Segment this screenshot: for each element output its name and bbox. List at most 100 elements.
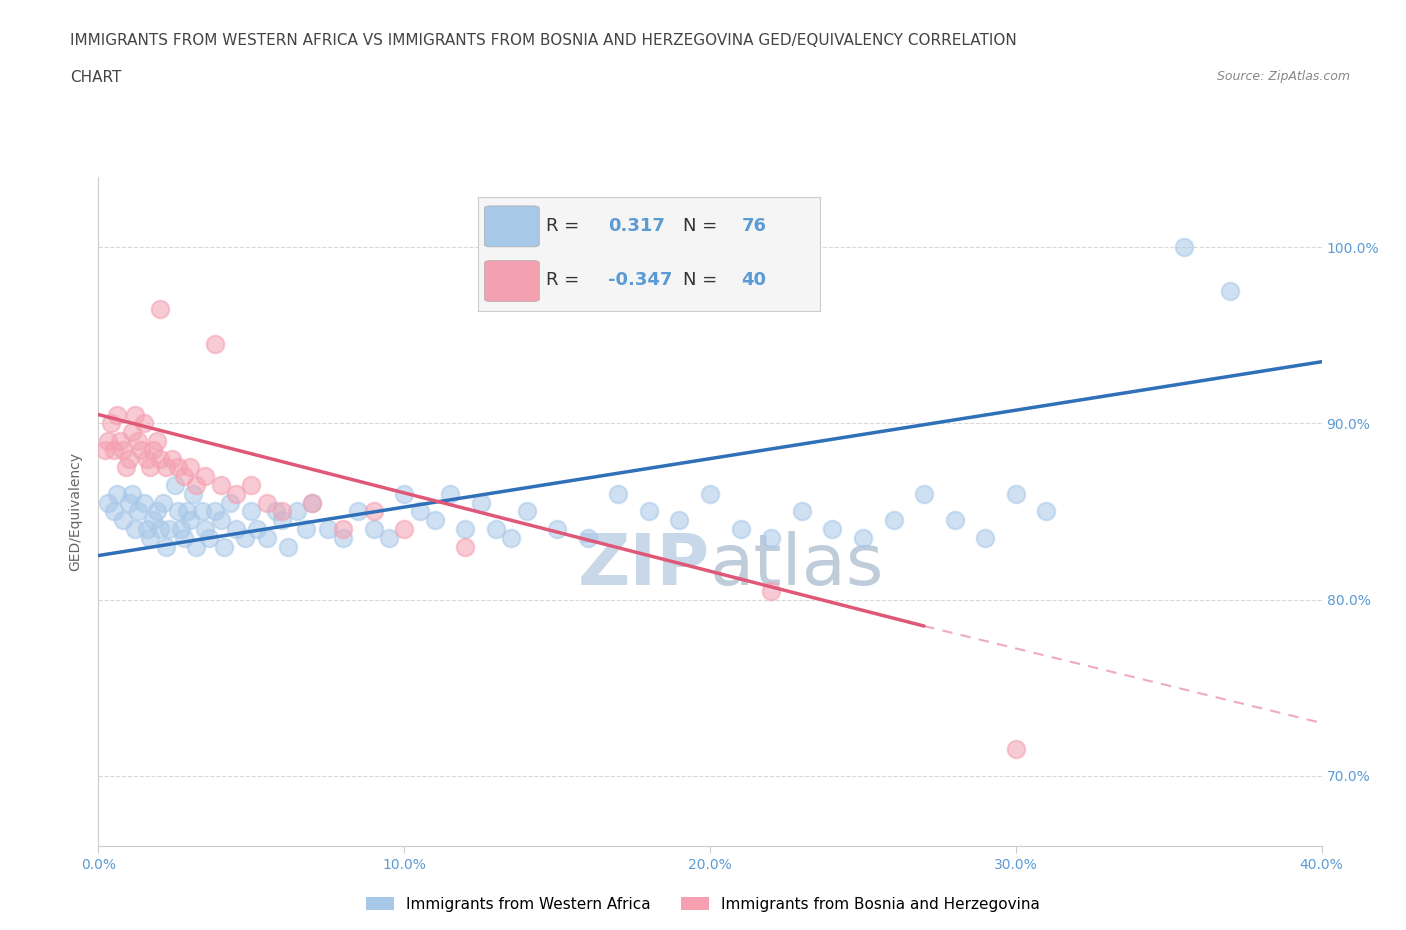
Point bbox=[852, 530, 875, 545]
Point bbox=[149, 301, 172, 316]
Point bbox=[194, 469, 217, 484]
Point bbox=[219, 496, 242, 511]
Point bbox=[332, 522, 354, 537]
Point bbox=[883, 512, 905, 527]
Point bbox=[145, 433, 167, 448]
Text: atlas: atlas bbox=[710, 531, 884, 600]
Point bbox=[225, 486, 247, 501]
Point bbox=[1004, 742, 1026, 757]
Point bbox=[378, 530, 401, 545]
Point bbox=[176, 504, 198, 519]
Point bbox=[699, 486, 721, 501]
Point bbox=[142, 512, 165, 527]
Point bbox=[167, 460, 190, 475]
Point bbox=[301, 496, 323, 511]
Point bbox=[546, 522, 568, 537]
Point bbox=[392, 522, 416, 537]
Text: ZIP: ZIP bbox=[578, 531, 710, 600]
Point bbox=[332, 530, 354, 545]
Point bbox=[225, 522, 247, 537]
Point bbox=[134, 496, 156, 511]
Point bbox=[761, 583, 783, 598]
Point bbox=[139, 460, 162, 475]
Point bbox=[240, 478, 263, 493]
Point bbox=[1219, 284, 1241, 299]
Point bbox=[194, 522, 217, 537]
Point bbox=[149, 522, 172, 537]
Point bbox=[212, 539, 235, 554]
Point bbox=[285, 504, 308, 519]
Point bbox=[97, 496, 120, 511]
Point bbox=[454, 522, 477, 537]
Text: CHART: CHART bbox=[70, 70, 122, 85]
Text: 76: 76 bbox=[741, 217, 766, 234]
Point bbox=[256, 496, 278, 511]
Point bbox=[1035, 504, 1057, 519]
Point bbox=[105, 407, 128, 422]
Point bbox=[124, 407, 146, 422]
Point bbox=[233, 530, 256, 545]
Point bbox=[160, 451, 183, 466]
Text: Source: ZipAtlas.com: Source: ZipAtlas.com bbox=[1216, 70, 1350, 83]
Point bbox=[363, 522, 385, 537]
Point bbox=[170, 522, 193, 537]
FancyBboxPatch shape bbox=[485, 260, 540, 301]
Point bbox=[347, 504, 370, 519]
Point bbox=[204, 337, 226, 352]
Point bbox=[1173, 240, 1195, 255]
Point bbox=[256, 530, 278, 545]
Point bbox=[730, 522, 752, 537]
Point bbox=[295, 522, 318, 537]
FancyBboxPatch shape bbox=[485, 206, 540, 246]
Point bbox=[186, 539, 208, 554]
Point bbox=[186, 478, 208, 493]
Legend: Immigrants from Western Africa, Immigrants from Bosnia and Herzegovina: Immigrants from Western Africa, Immigran… bbox=[360, 890, 1046, 918]
Text: 0.317: 0.317 bbox=[607, 217, 665, 234]
Point bbox=[157, 522, 180, 537]
Point bbox=[974, 530, 997, 545]
Point bbox=[638, 504, 661, 519]
Point bbox=[240, 504, 263, 519]
Point bbox=[363, 504, 385, 519]
Point bbox=[129, 443, 152, 458]
Point bbox=[761, 530, 783, 545]
Text: -0.347: -0.347 bbox=[607, 272, 672, 289]
Text: N =: N = bbox=[683, 272, 717, 289]
Point bbox=[277, 539, 299, 554]
Point bbox=[821, 522, 844, 537]
Point bbox=[105, 486, 128, 501]
Point bbox=[316, 522, 339, 537]
Point bbox=[607, 486, 630, 501]
Point bbox=[145, 504, 167, 519]
Point bbox=[155, 460, 177, 475]
Point bbox=[173, 469, 195, 484]
Point bbox=[121, 486, 143, 501]
Point bbox=[100, 416, 122, 431]
Point bbox=[179, 512, 201, 527]
Point bbox=[668, 512, 690, 527]
Point bbox=[423, 512, 446, 527]
Point bbox=[501, 530, 523, 545]
Point bbox=[111, 512, 134, 527]
Y-axis label: GED/Equivalency: GED/Equivalency bbox=[67, 452, 82, 571]
Point bbox=[485, 522, 508, 537]
Point bbox=[912, 486, 935, 501]
Point bbox=[516, 504, 538, 519]
Point bbox=[790, 504, 813, 519]
Point bbox=[173, 530, 195, 545]
Point bbox=[152, 496, 174, 511]
Point bbox=[204, 504, 226, 519]
Text: IMMIGRANTS FROM WESTERN AFRICA VS IMMIGRANTS FROM BOSNIA AND HERZEGOVINA GED/EQU: IMMIGRANTS FROM WESTERN AFRICA VS IMMIGR… bbox=[70, 33, 1017, 47]
Point bbox=[439, 486, 461, 501]
Text: R =: R = bbox=[546, 272, 579, 289]
Text: R =: R = bbox=[546, 217, 579, 234]
Point bbox=[127, 504, 149, 519]
Text: 40: 40 bbox=[741, 272, 766, 289]
Point bbox=[576, 530, 599, 545]
Point bbox=[103, 504, 125, 519]
Point bbox=[142, 443, 165, 458]
Point bbox=[103, 443, 125, 458]
Point bbox=[93, 443, 115, 458]
Point bbox=[179, 460, 201, 475]
Point bbox=[139, 530, 162, 545]
